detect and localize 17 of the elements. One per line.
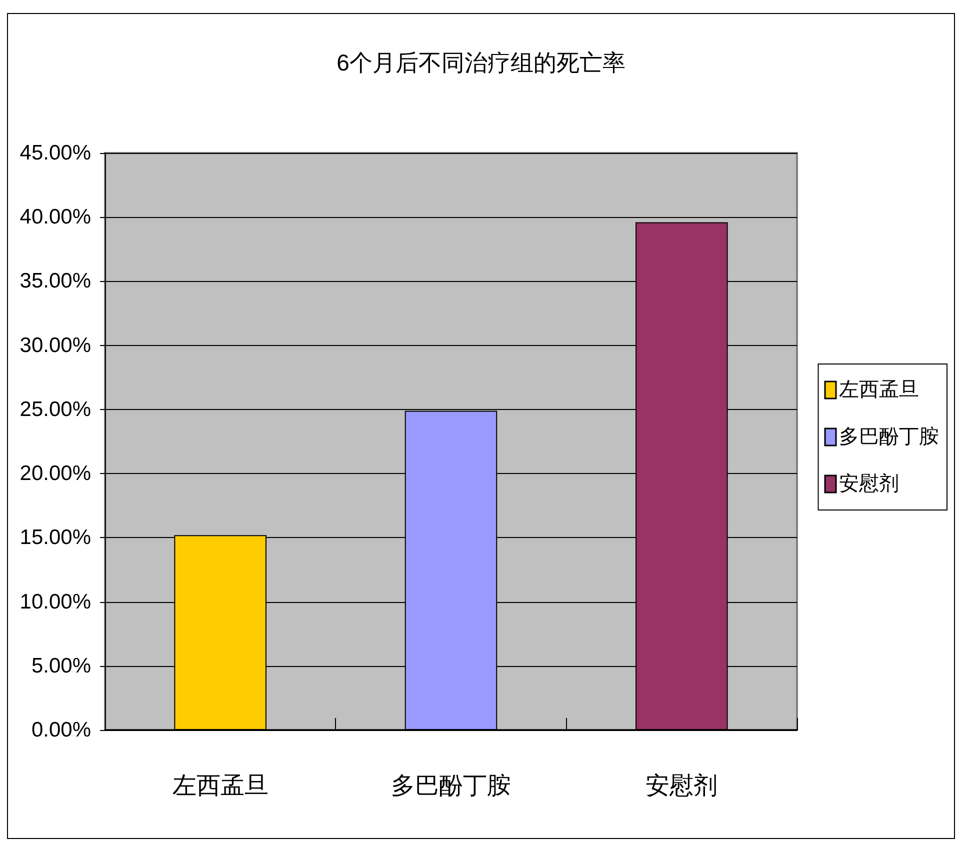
y-tick-label: 20.00% — [20, 462, 91, 486]
y-tick-label: 25.00% — [20, 398, 91, 421]
chart-title: 6个月后不同治疗组的死亡率 — [336, 50, 626, 76]
x-tick-label: 多巴酚丁胺 — [391, 772, 511, 800]
y-tick-label: 10.00% — [20, 590, 91, 614]
y-tick-label: 5.00% — [31, 654, 91, 678]
y-tick-label: 35.00% — [20, 270, 91, 293]
y-tick-label: 15.00% — [20, 526, 91, 550]
legend-label: 多巴酚丁胺 — [839, 426, 939, 448]
x-tick-label: 左西孟旦 — [172, 772, 268, 800]
legend-label: 左西孟旦 — [839, 379, 919, 401]
x-tick-label: 安慰剂 — [646, 772, 718, 800]
y-tick-label: 30.00% — [20, 334, 91, 357]
y-tick-label: 45.00% — [20, 142, 91, 164]
y-tick-label: 0.00% — [31, 718, 91, 742]
y-tick-label: 40.00% — [20, 206, 91, 229]
legend-label: 安慰剂 — [839, 473, 899, 495]
